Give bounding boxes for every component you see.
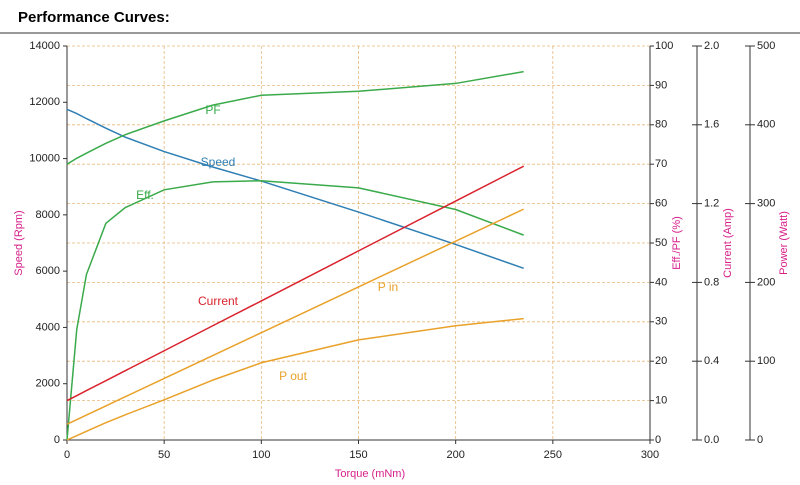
x-tick-label: 100 bbox=[252, 449, 270, 461]
y4-tick-label: 100 bbox=[757, 355, 775, 367]
series-line bbox=[66, 179, 524, 441]
y3-tick-label: 2.0 bbox=[704, 40, 719, 52]
y4-tick-label: 400 bbox=[757, 119, 775, 131]
x-tick-label: 300 bbox=[641, 449, 659, 461]
y-tick-label: 8000 bbox=[36, 209, 60, 221]
series-label: Current bbox=[198, 294, 239, 308]
x-tick-label: 0 bbox=[64, 449, 70, 461]
y3-tick-label: 0.0 bbox=[704, 434, 719, 446]
y3-tick-label: 0.8 bbox=[704, 276, 719, 288]
y2-tick-label: 50 bbox=[655, 237, 667, 249]
y3-axis-title: Current (Amp) bbox=[722, 208, 734, 278]
y-tick-label: 4000 bbox=[36, 321, 60, 333]
y4-tick-label: 200 bbox=[757, 276, 775, 288]
series-label: P out bbox=[279, 369, 307, 383]
y2-tick-label: 80 bbox=[655, 119, 667, 131]
y2-tick-label: 70 bbox=[655, 158, 667, 170]
series-label: Speed bbox=[201, 155, 236, 169]
y2-tick-label: 60 bbox=[655, 198, 667, 210]
y3-tick-label: 1.2 bbox=[704, 198, 719, 210]
y-tick-label: 12000 bbox=[29, 96, 60, 108]
series-line bbox=[66, 208, 524, 425]
series-line bbox=[66, 70, 524, 165]
y2-tick-label: 0 bbox=[655, 434, 661, 446]
y4-tick-label: 500 bbox=[757, 40, 775, 52]
y3-tick-label: 0.4 bbox=[704, 355, 719, 367]
y2-tick-label: 30 bbox=[655, 316, 667, 328]
y-tick-label: 0 bbox=[54, 434, 60, 446]
series-label: PF bbox=[205, 103, 220, 117]
y-tick-label: 14000 bbox=[29, 40, 60, 52]
series-label: P in bbox=[378, 280, 398, 294]
y-tick-label: 2000 bbox=[36, 378, 60, 390]
x-tick-label: 200 bbox=[446, 449, 464, 461]
y4-tick-label: 300 bbox=[757, 198, 775, 210]
y2-tick-label: 20 bbox=[655, 355, 667, 367]
y2-tick-label: 100 bbox=[655, 40, 673, 52]
series-line bbox=[66, 165, 525, 402]
y2-tick-label: 90 bbox=[655, 79, 667, 91]
y2-tick-label: 40 bbox=[655, 276, 667, 288]
y-tick-label: 10000 bbox=[29, 152, 60, 164]
x-tick-label: 250 bbox=[544, 449, 562, 461]
y2-axis-title: Eff./PF (%) bbox=[671, 216, 683, 270]
y-axis-title: Speed (Rpm) bbox=[13, 210, 25, 275]
y3-tick-label: 1.6 bbox=[704, 119, 719, 131]
x-tick-label: 50 bbox=[158, 449, 170, 461]
y-tick-label: 6000 bbox=[36, 265, 60, 277]
series-line bbox=[66, 317, 524, 441]
y2-tick-label: 10 bbox=[655, 395, 667, 407]
x-axis-title: Torque (mNm) bbox=[335, 468, 405, 480]
series-label: Eff. bbox=[136, 188, 154, 202]
y4-axis-title: Power (Watt) bbox=[778, 211, 790, 275]
series-line bbox=[66, 108, 524, 270]
x-tick-label: 150 bbox=[349, 449, 367, 461]
chart-title: Performance Curves: bbox=[18, 9, 170, 26]
y4-tick-label: 0 bbox=[757, 434, 763, 446]
